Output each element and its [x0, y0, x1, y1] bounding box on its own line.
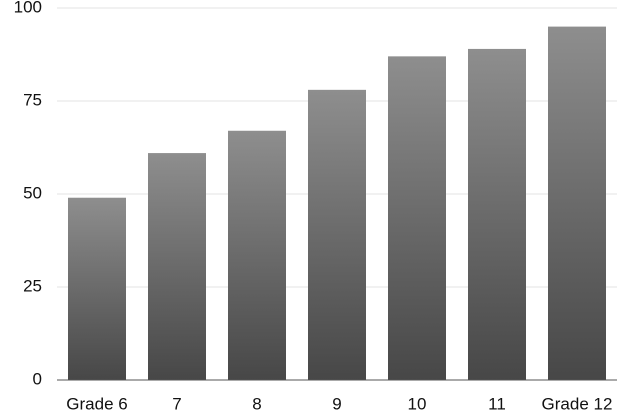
x-tick-label: Grade 6 [66, 394, 127, 413]
y-tick-label: 0 [33, 369, 42, 388]
y-tick-label: 50 [23, 183, 42, 202]
bar [548, 26, 606, 380]
y-tick-label: 25 [23, 276, 42, 295]
bar [308, 89, 366, 380]
x-tick-label: 7 [172, 394, 181, 413]
x-tick-label: Grade 12 [542, 394, 613, 413]
x-tick-label: 9 [332, 394, 341, 413]
bar [228, 130, 286, 380]
x-tick-label: 10 [408, 394, 427, 413]
bar [468, 48, 526, 381]
bar [148, 153, 206, 380]
x-tick-label: 8 [252, 394, 261, 413]
x-tick-label: 11 [488, 394, 506, 413]
bar [388, 56, 446, 381]
y-tick-label: 75 [23, 90, 42, 109]
bar [68, 197, 126, 380]
y-tick-label: 100 [14, 0, 42, 16]
